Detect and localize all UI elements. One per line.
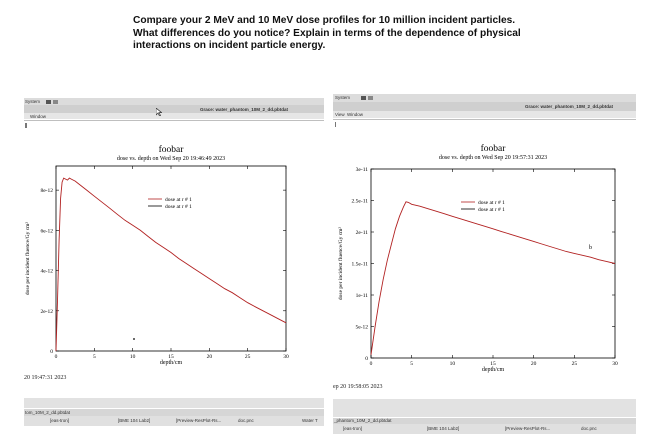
right-grace-window: System Grace: water_phantom_10M_2_dd.pbt…	[333, 94, 636, 434]
left-task-item-5[interactable]: Water T	[302, 418, 318, 423]
right-window-icon-2[interactable]	[368, 95, 373, 100]
x-tick-label: 20	[207, 354, 213, 360]
x-tick-label: 10	[450, 361, 456, 367]
y-tick-label: 5e-12	[355, 325, 368, 331]
plot-frame	[370, 168, 616, 359]
question-line-2: What differences do you notice? Explain …	[133, 27, 521, 39]
x-tick-label: 25	[572, 361, 578, 367]
left-system-bar: System	[24, 98, 324, 105]
left-taskbar-label-row: tom_10M_2_dd.pbtdat	[24, 409, 324, 416]
y-tick-label: 2.5e-11	[352, 199, 369, 205]
right-system-bar: System	[333, 94, 636, 102]
right-taskbar-label-row: _phantom_10M_2_dd.pbtdat	[333, 418, 636, 424]
stray-point	[133, 338, 135, 340]
right-taskbar: [eas-tron] [BME 104 Lab2] [Preview-ResPl…	[333, 424, 636, 434]
left-task-item-3[interactable]: [Preview-ResPlot-Rs...	[176, 418, 222, 423]
left-menu-bar: Window	[24, 113, 324, 119]
left-task-item-1[interactable]: [eas-tron]	[50, 418, 70, 423]
right-menu-bar: View Window	[333, 111, 636, 118]
x-tick-label: 30	[612, 361, 618, 367]
left-window-icon-2[interactable]	[53, 99, 58, 104]
right-divider	[333, 119, 636, 120]
left-taskbar: [eas-tron] [BME 104 Lab2] [Preview-ResPl…	[24, 416, 324, 426]
x-tick-label: 5	[93, 354, 96, 360]
x-tick-label: 10	[130, 354, 136, 360]
right-gray-band	[333, 399, 636, 417]
x-tick-label: 0	[370, 361, 373, 367]
left-task-item-2[interactable]: [BME 104 Lab2]	[118, 418, 151, 423]
left-window-icon[interactable]	[46, 99, 51, 104]
y-tick-label: 6e-12	[40, 228, 53, 234]
y-tick-label: 0	[50, 349, 53, 355]
right-task-item-1[interactable]: [eas-tron]	[343, 426, 363, 431]
left-menu-window[interactable]: Window	[30, 114, 47, 119]
chart-subtitle: dose vs. depth on Wed Sep 20 19:46:49 20…	[117, 156, 225, 162]
y-tick-label: 0	[365, 356, 368, 362]
x-tick-label: 0	[55, 354, 58, 360]
plot-frame	[55, 165, 287, 352]
left-window-title: Grace: water_phantom_10M_2_dd.pbtdat	[200, 107, 289, 112]
left-divider	[24, 120, 324, 121]
left-task-item-4[interactable]: doc.pnc	[238, 418, 254, 423]
y-axis-label: dose per incident fluence/Gy cm²	[24, 222, 31, 295]
x-tick-label: 30	[283, 354, 289, 360]
right-timestamp: ep 20 19:58:05 2023	[333, 384, 383, 390]
right-cursor-field[interactable]	[335, 122, 341, 127]
left-taskbar-title: tom_10M_2_dd.pbtdat	[25, 410, 71, 415]
question-text: Compare your 2 MeV and 10 MeV dose profi…	[133, 15, 603, 53]
chart-title: foobar	[481, 144, 507, 154]
y-tick-label: 2e-11	[356, 230, 369, 236]
legend-label: dose at r # 1	[165, 197, 192, 203]
cursor-marker: b	[589, 245, 592, 251]
right-menu-window[interactable]: Window	[347, 112, 364, 117]
left-timestamp: 20 19:47:31 2023	[24, 375, 67, 381]
right-window-title: Grace: water_phantom_10M_2_dd.pbtdat	[525, 104, 614, 109]
y-tick-label: 3e-11	[356, 167, 369, 173]
y-tick-label: 1.5e-11	[352, 262, 369, 268]
left-cursor-field[interactable]	[25, 123, 27, 128]
question-line-3: interactions on incident particle energy…	[133, 40, 326, 51]
x-tick-label: 15	[168, 354, 174, 360]
mouse-pointer-icon	[156, 108, 162, 116]
x-tick-label: 20	[531, 361, 537, 367]
y-tick-label: 8e-12	[40, 188, 53, 194]
left-grace-window: System Grace: water_phantom_10M_2_dd.pbt…	[24, 98, 324, 428]
dose-line	[370, 201, 616, 355]
x-tick-label: 25	[245, 354, 251, 360]
question-line-1: Compare your 2 MeV and 10 MeV dose profi…	[133, 15, 516, 26]
legend-label: dose at r # 1	[478, 207, 505, 213]
x-tick-label: 15	[490, 361, 496, 367]
legend-label: dose at r # 1	[165, 204, 192, 210]
y-tick-label: 1e-11	[356, 293, 369, 299]
y-tick-label: 2e-12	[40, 309, 53, 315]
right-window-icon[interactable]	[361, 95, 366, 100]
right-task-item-3[interactable]: [Preview-ResPlot-Rs...	[505, 426, 551, 431]
left-system-menu[interactable]: System	[25, 99, 41, 104]
x-axis-label: depth/cm	[160, 360, 183, 366]
y-axis-label: dose per incident fluence/Gy cm²	[337, 227, 344, 300]
chart-title: foobar	[159, 144, 185, 155]
right-title-bar: Grace: water_phantom_10M_2_dd.pbtdat	[333, 102, 636, 111]
left-window-controls[interactable]	[44, 99, 58, 104]
left-gray-band	[24, 398, 324, 408]
right-system-menu[interactable]: System	[335, 95, 351, 100]
right-window-controls[interactable]	[359, 95, 373, 100]
right-taskbar-title: _phantom_10M_2_dd.pbtdat	[334, 418, 392, 423]
right-menu-view[interactable]: View	[335, 112, 345, 117]
left-title-bar: Grace: water_phantom_10M_2_dd.pbtdat	[24, 105, 324, 113]
x-tick-label: 5	[410, 361, 413, 367]
right-task-item-4[interactable]: doc.pnc	[581, 426, 597, 431]
y-tick-label: 4e-12	[40, 269, 53, 275]
right-task-item-2[interactable]: [BME 104 Lab2]	[427, 426, 460, 431]
chart-subtitle: dose vs. depth on Wed Sep 20 19:57:31 20…	[439, 155, 547, 161]
x-axis-label: depth/cm	[482, 367, 505, 373]
legend-label: dose at r # 1	[478, 200, 505, 206]
dose-line	[55, 177, 287, 352]
